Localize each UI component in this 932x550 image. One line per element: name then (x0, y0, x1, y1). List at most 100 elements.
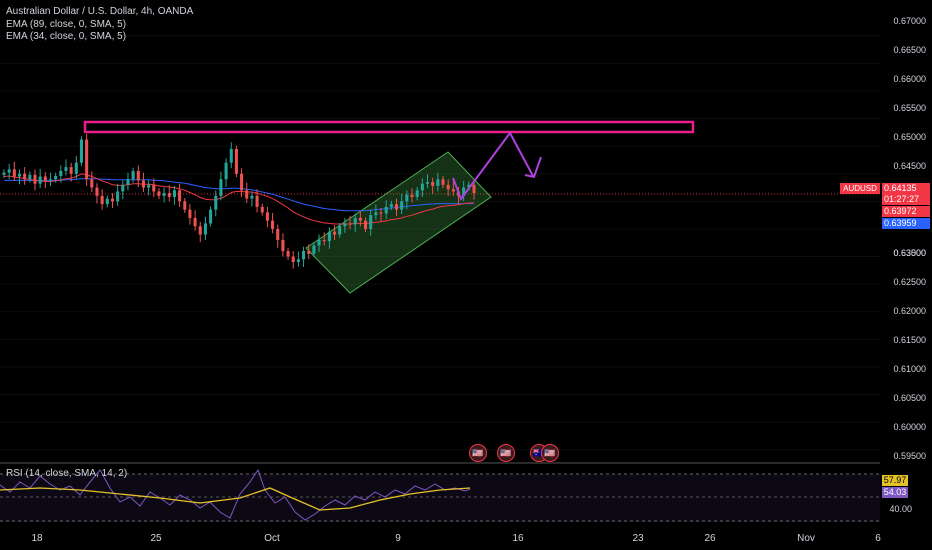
candle-body[interactable] (271, 220, 275, 229)
candle-body[interactable] (33, 174, 37, 184)
candle-body[interactable] (462, 187, 466, 196)
candle-body[interactable] (54, 175, 58, 180)
candle-body[interactable] (260, 206, 264, 213)
ema34-legend[interactable]: EMA (34, close, 0, SMA, 5) (6, 31, 127, 42)
candle-body[interactable] (276, 228, 280, 240)
candle-body[interactable] (74, 162, 78, 174)
candle-body[interactable] (126, 179, 130, 185)
candle-body[interactable] (441, 179, 445, 185)
candle-body[interactable] (224, 162, 228, 180)
candle-body[interactable] (250, 195, 254, 199)
candle-body[interactable] (85, 139, 89, 180)
ascending-channel[interactable] (305, 151, 492, 294)
candle-body[interactable] (203, 223, 207, 235)
candle-body[interactable] (17, 173, 22, 177)
candle-body[interactable] (48, 179, 53, 181)
candle-body[interactable] (281, 240, 285, 252)
candle-body[interactable] (384, 206, 388, 214)
candle-body[interactable] (79, 139, 84, 163)
candle-body[interactable] (394, 204, 399, 210)
candle-body[interactable] (214, 195, 218, 210)
candle-body[interactable] (436, 179, 440, 186)
ema89-legend[interactable]: EMA (89, close, 0, SMA, 5) (6, 19, 127, 30)
rsi-legend[interactable]: RSI (14, close, SMA, 14, 2) (6, 468, 128, 479)
candle-body[interactable] (219, 179, 223, 196)
candle-body[interactable] (415, 190, 419, 197)
candle-body[interactable] (188, 209, 192, 218)
candle-body[interactable] (172, 190, 176, 197)
candle-body[interactable] (240, 173, 244, 191)
candle-body[interactable] (374, 212, 378, 216)
candle-body[interactable] (136, 171, 140, 181)
candle-body[interactable] (7, 169, 11, 173)
us-flag-event-icon[interactable]: 🇺🇸 (469, 444, 487, 462)
candle-body[interactable] (348, 223, 352, 225)
candle-body[interactable] (116, 191, 120, 202)
candle-body[interactable] (131, 171, 135, 180)
resistance-zone[interactable] (83, 120, 695, 134)
candle-body[interactable] (178, 190, 182, 202)
candle-body[interactable] (157, 191, 161, 196)
candle-body[interactable] (12, 169, 16, 177)
candle-body[interactable] (307, 251, 311, 254)
candle-body[interactable] (420, 183, 424, 191)
candle-body[interactable] (2, 172, 6, 175)
candle-body[interactable] (38, 176, 42, 184)
candle-body[interactable] (59, 171, 63, 176)
candle-body[interactable] (286, 251, 290, 257)
candle-body[interactable] (353, 217, 357, 225)
us-flag-event-icon[interactable]: 🇺🇸 (497, 444, 515, 462)
candle-body[interactable] (265, 212, 269, 221)
candle-body[interactable] (64, 167, 68, 172)
candle-body[interactable] (229, 148, 233, 163)
candle-body[interactable] (369, 215, 373, 229)
candle-body[interactable] (167, 193, 171, 197)
candle-body[interactable] (147, 184, 151, 188)
candle-body[interactable] (110, 198, 114, 202)
candle-body[interactable] (23, 173, 27, 180)
candle-body[interactable] (425, 182, 430, 184)
candle-body[interactable] (338, 226, 342, 235)
candle-body[interactable] (245, 190, 249, 199)
candle-body[interactable] (198, 226, 202, 235)
candle-body[interactable] (358, 217, 362, 221)
candle-body[interactable] (69, 167, 73, 174)
candle-body[interactable] (152, 184, 156, 192)
candle-body[interactable] (183, 201, 187, 210)
candle-body[interactable] (400, 201, 404, 210)
projection-arrow[interactable] (452, 131, 534, 202)
candle-body[interactable] (95, 187, 99, 196)
candle-body[interactable] (234, 148, 238, 174)
candle-body[interactable] (105, 198, 109, 205)
candle-body[interactable] (322, 240, 326, 242)
candle-body[interactable] (333, 231, 337, 235)
candle-body[interactable] (121, 184, 125, 192)
candle-body[interactable] (312, 245, 316, 254)
candle-body[interactable] (472, 184, 476, 194)
candle-body[interactable] (162, 193, 166, 196)
candle-body[interactable] (379, 212, 383, 214)
candle-body[interactable] (193, 217, 197, 227)
candle-body[interactable] (90, 179, 94, 188)
candle-body[interactable] (100, 195, 104, 205)
candle-body[interactable] (343, 223, 347, 227)
candle-body[interactable] (209, 209, 213, 224)
candle-body[interactable] (28, 174, 32, 180)
candle-body[interactable] (405, 194, 409, 202)
candle-body[interactable] (255, 195, 259, 207)
candle-body[interactable] (431, 182, 435, 186)
candle-body[interactable] (43, 176, 47, 181)
candle-body[interactable] (327, 231, 331, 242)
candle-body[interactable] (389, 204, 393, 207)
candle-body[interactable] (296, 259, 300, 263)
candle-body[interactable] (410, 194, 414, 197)
candle-body[interactable] (446, 184, 450, 190)
candle-body[interactable] (141, 180, 145, 188)
candle-body[interactable] (364, 220, 368, 229)
us-flag-event-icon[interactable]: 🇺🇸 (541, 444, 559, 462)
candle-body[interactable] (451, 189, 455, 192)
candle-body[interactable] (291, 256, 295, 263)
candle-body[interactable] (467, 184, 471, 188)
candle-body[interactable] (302, 251, 306, 260)
